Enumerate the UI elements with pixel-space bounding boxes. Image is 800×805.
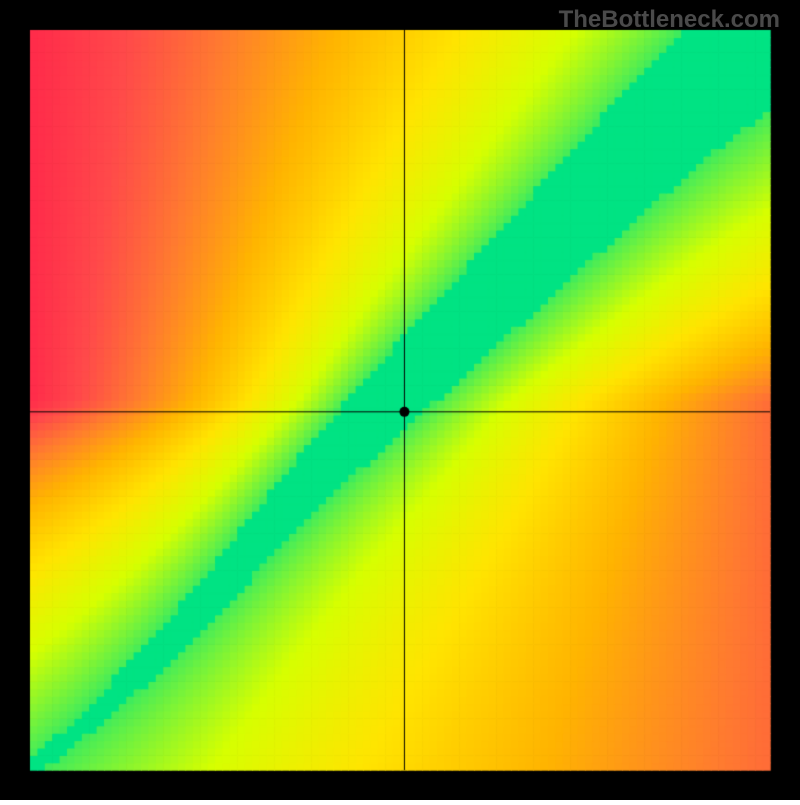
- watermark-text: TheBottleneck.com: [559, 6, 780, 34]
- bottleneck-heatmap: TheBottleneck.com: [0, 0, 800, 800]
- heatmap-canvas: [0, 0, 800, 800]
